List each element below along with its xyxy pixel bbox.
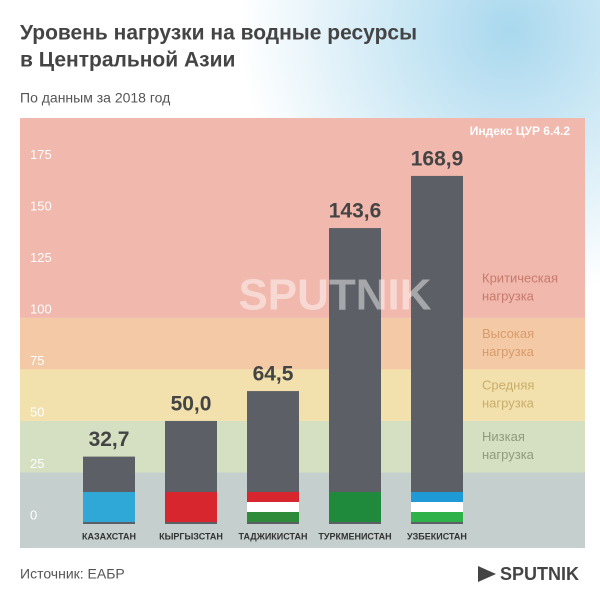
flag-stripe (411, 502, 463, 512)
y-tick-label: 100 (30, 301, 52, 316)
zone-label: Низкая (482, 429, 525, 444)
zone-label: Высокая (482, 326, 534, 341)
chart-title: Уровень нагрузки на водные ресурсы (20, 22, 417, 45)
chart-title: в Центральной Азии (20, 49, 235, 72)
zone-label: Критическая (482, 270, 558, 285)
y-tick-label: 125 (30, 250, 52, 265)
zone-label: нагрузка (482, 396, 535, 411)
zone (20, 118, 585, 318)
y-tick-label: 50 (30, 404, 44, 419)
flag-stripe (247, 512, 299, 522)
flag-stripe (329, 492, 381, 522)
index-label: Индекс ЦУР 6.4.2 (470, 124, 571, 138)
flag-stripe (247, 492, 299, 502)
flag-stripe (165, 492, 217, 522)
logo: SPUTNIK (500, 564, 579, 584)
y-tick-label: 75 (30, 353, 44, 368)
watermark: SPUTNIK (238, 271, 431, 320)
x-tick-label: ТУРКМЕНИСТАН (318, 531, 391, 541)
bar (329, 228, 381, 524)
zone (20, 317, 585, 370)
zone (20, 369, 585, 421)
zone-label: нагрузка (482, 344, 535, 359)
flag-stripe (247, 502, 299, 512)
x-tick-label: УЗБЕКИСТАН (407, 531, 467, 541)
bar (411, 175, 463, 524)
y-tick-label: 0 (30, 507, 37, 522)
y-tick-label: 175 (30, 147, 52, 162)
category-strip (20, 524, 585, 548)
value-label: 168,9 (411, 147, 464, 170)
y-tick-label: 150 (30, 198, 52, 213)
zone-label: нагрузка (482, 447, 535, 462)
subtitle: По данным за 2018 год (20, 90, 170, 106)
flag-stripe (83, 492, 135, 522)
source: Источник: ЕАБР (20, 566, 125, 582)
y-tick-label: 25 (30, 456, 44, 471)
value-label: 143,6 (329, 200, 382, 223)
value-label: 50,0 (171, 393, 212, 416)
zone-label: нагрузка (482, 288, 535, 303)
value-label: 64,5 (253, 363, 294, 386)
flag-stripe (411, 512, 463, 522)
value-label: 32,7 (89, 428, 130, 451)
logo-icon (478, 566, 496, 582)
plot: Низкая нагрузка Средняя нагрузка Высокая нагр… (20, 118, 585, 548)
x-tick-label: КАЗАХСТАН (82, 531, 136, 541)
x-tick-label: ТАДЖИКИСТАН (239, 531, 308, 541)
zone-label: Средняя (482, 378, 534, 393)
flag-stripe (411, 492, 463, 502)
x-tick-label: КЫРГЫЗСТАН (159, 531, 223, 541)
